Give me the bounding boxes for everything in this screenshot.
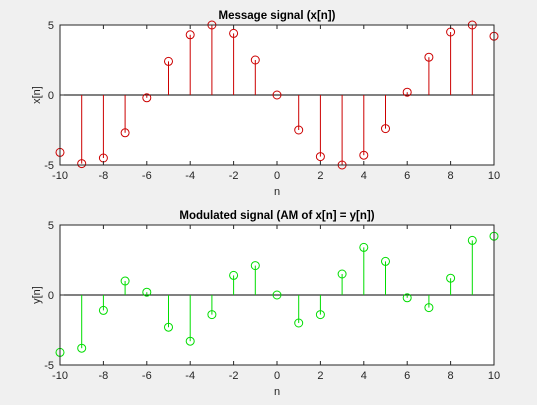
stem-marker: [142, 287, 152, 297]
x-tick-label: 10: [488, 370, 500, 382]
chart-title: Message signal (x[n]): [219, 10, 336, 22]
stem-marker: [315, 152, 325, 162]
subplot-2: -10 -8 -6 -4 -2 0 2 4 6 8 10 -5 0 5 Modulated signal (…: [31, 210, 500, 398]
x-tick-label: 0: [274, 370, 280, 382]
stem-marker: [250, 55, 260, 65]
x-tick-label: -10: [52, 370, 68, 382]
stem-marker: [164, 322, 173, 332]
stem-marker: [467, 235, 477, 245]
stem-marker: [294, 125, 304, 135]
y-tick-label: 5: [48, 220, 54, 232]
y-tick-label: 0: [48, 290, 54, 302]
stem-marker: [337, 269, 347, 279]
chart-title: Modulated signal (AM of x[n] = y[n]): [179, 210, 374, 222]
y-tick-label: -5: [44, 360, 54, 372]
x-tick-label: -2: [229, 170, 239, 182]
stem-marker: [359, 242, 369, 252]
stem-marker: [142, 93, 152, 103]
x-tick-label: -6: [142, 170, 152, 182]
x-tick-label: -4: [185, 370, 195, 382]
x-tick-label: 0: [274, 170, 280, 182]
stem-marker: [207, 310, 217, 320]
stem-marker: [77, 159, 87, 169]
x-tick-label: 6: [404, 370, 410, 382]
x-tick-label: 10: [488, 170, 500, 182]
x-tick-label: -8: [99, 170, 109, 182]
stem-marker: [164, 56, 173, 66]
stem-marker: [381, 124, 390, 134]
stem-marker: [446, 273, 456, 283]
stem-marker: [185, 30, 195, 40]
stem-marker: [120, 128, 130, 138]
x-tick-label: -2: [229, 370, 239, 382]
y-tick-label: 0: [48, 90, 54, 102]
stem-marker: [77, 343, 87, 353]
stem-marker: [272, 290, 282, 300]
stem-marker: [381, 256, 390, 266]
stem-marker: [98, 305, 108, 315]
x-tick-label: -8: [99, 370, 109, 382]
stem-marker: [272, 90, 282, 100]
x-tick-label: -4: [185, 170, 195, 182]
x-tick-label: 2: [317, 170, 323, 182]
x-tick-label: 8: [448, 370, 454, 382]
stem-marker: [229, 270, 239, 280]
stem-marker: [424, 303, 434, 313]
stem-marker: [402, 87, 412, 97]
stem-marker: [294, 318, 304, 328]
stem-marker: [250, 261, 260, 271]
stem-marker: [315, 310, 325, 320]
stem-marker: [424, 52, 434, 62]
stem-marker: [402, 293, 412, 303]
x-axis-label: n: [274, 186, 280, 198]
stem-marker: [185, 336, 195, 346]
stem-marker: [120, 276, 130, 286]
x-tick-label: 6: [404, 170, 410, 182]
x-tick-label: 2: [317, 370, 323, 382]
y-axis-label: x[n]: [31, 86, 43, 104]
stem-marker: [229, 28, 239, 38]
x-tick-label: 4: [361, 370, 367, 382]
x-tick-label: 8: [448, 170, 454, 182]
x-axis-label: n: [274, 386, 280, 398]
y-axis-label: y[n]: [31, 286, 43, 304]
y-tick-label: -5: [44, 160, 54, 172]
x-tick-label: -6: [142, 370, 152, 382]
y-tick-label: 5: [48, 20, 54, 32]
x-tick-label: -10: [52, 170, 68, 182]
x-tick-label: 4: [361, 170, 367, 182]
stem-marker: [359, 150, 369, 160]
subplot-1: -10 -8 -6 -4 -2 0 2 4 6 8 10 -5 0 5 Message signal (x[…: [31, 10, 500, 198]
